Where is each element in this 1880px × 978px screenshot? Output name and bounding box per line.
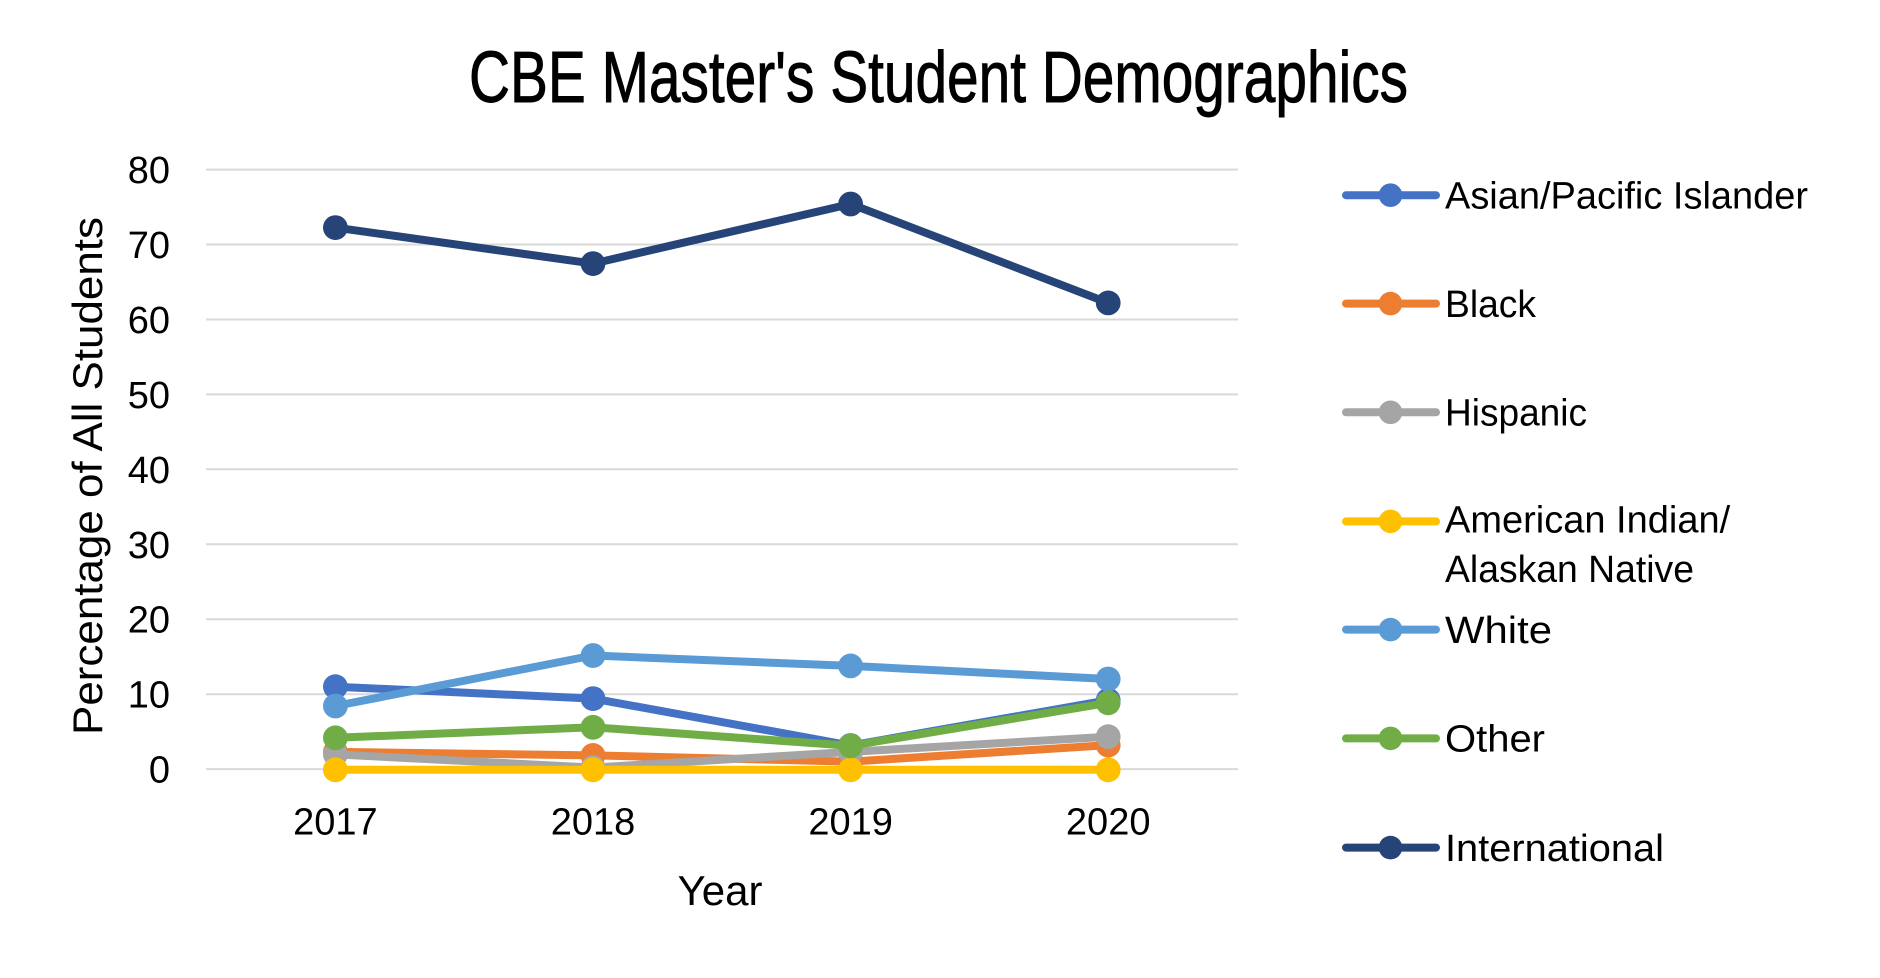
svg-text:International: International bbox=[1445, 828, 1664, 870]
svg-text:0: 0 bbox=[149, 750, 170, 792]
svg-text:American Indian/: American Indian/ bbox=[1445, 500, 1731, 542]
svg-text:Other: Other bbox=[1445, 719, 1545, 761]
svg-text:Black: Black bbox=[1445, 284, 1537, 326]
svg-text:50: 50 bbox=[128, 375, 170, 417]
svg-text:70: 70 bbox=[128, 225, 170, 267]
svg-text:CBE Master's Student Demograph: CBE Master's Student Demographics bbox=[469, 38, 1408, 118]
svg-text:Percentage of All Students: Percentage of All Students bbox=[64, 217, 111, 735]
svg-text:White: White bbox=[1445, 610, 1552, 652]
svg-text:2018: 2018 bbox=[551, 802, 636, 844]
svg-text:80: 80 bbox=[128, 150, 170, 192]
svg-text:Year: Year bbox=[678, 867, 763, 914]
svg-text:40: 40 bbox=[128, 450, 170, 492]
svg-text:10: 10 bbox=[128, 675, 170, 717]
svg-text:Hispanic: Hispanic bbox=[1445, 393, 1587, 435]
svg-text:2017: 2017 bbox=[293, 802, 378, 844]
svg-text:60: 60 bbox=[128, 300, 170, 342]
svg-text:Asian/Pacific Islander: Asian/Pacific Islander bbox=[1445, 176, 1808, 218]
svg-text:30: 30 bbox=[128, 525, 170, 567]
svg-text:Alaskan Native: Alaskan Native bbox=[1445, 549, 1694, 591]
svg-text:2019: 2019 bbox=[808, 802, 893, 844]
svg-text:20: 20 bbox=[128, 600, 170, 642]
svg-text:2020: 2020 bbox=[1066, 802, 1151, 844]
